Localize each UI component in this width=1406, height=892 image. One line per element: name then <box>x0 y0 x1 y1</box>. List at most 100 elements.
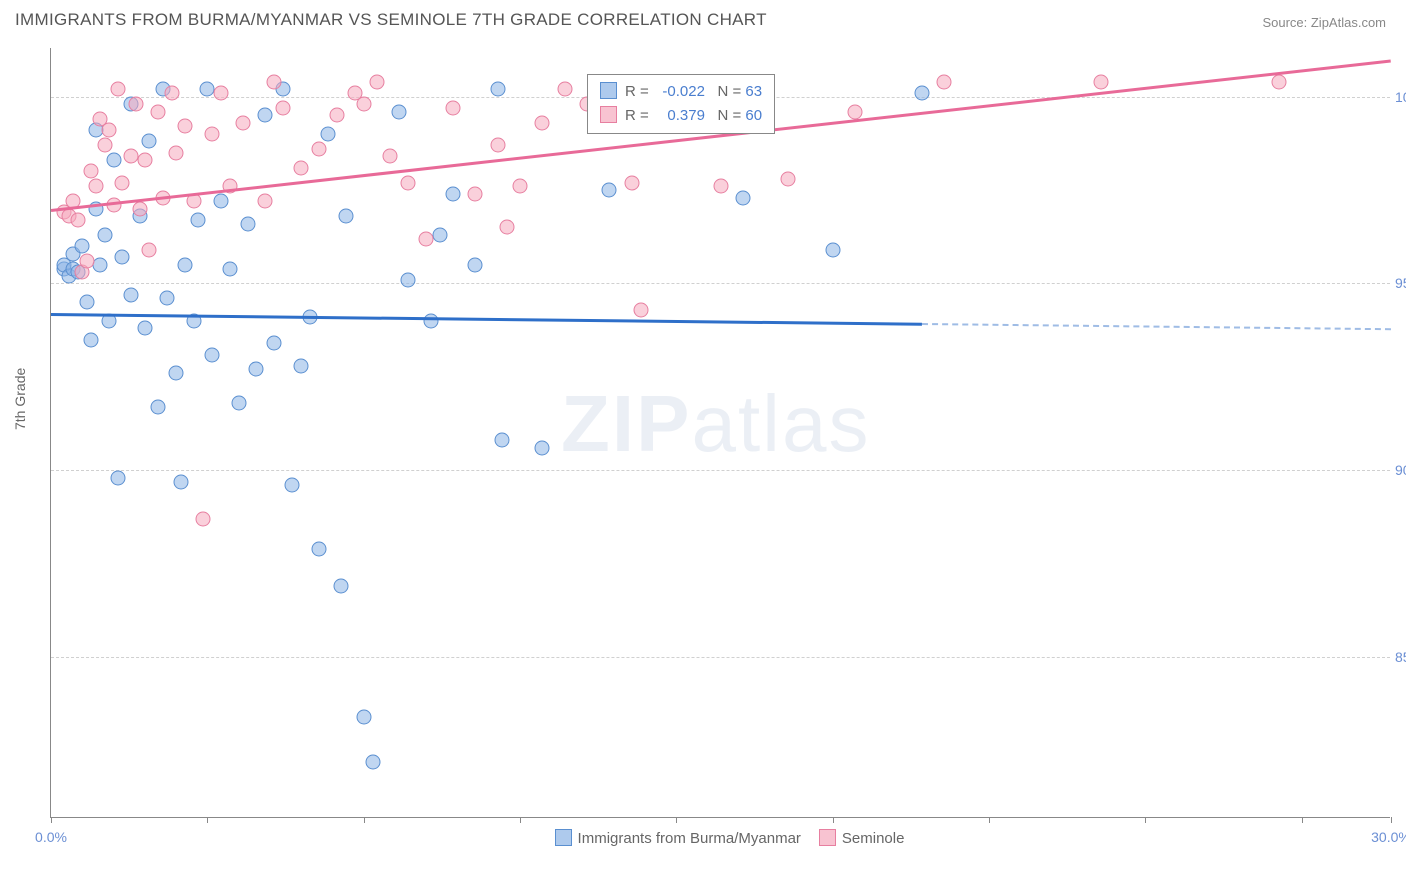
data-point <box>781 171 796 186</box>
data-point <box>169 366 184 381</box>
data-point <box>240 216 255 231</box>
x-tick <box>676 817 677 823</box>
r-value: -0.022 <box>653 80 705 104</box>
data-point <box>285 478 300 493</box>
data-point <box>356 97 371 112</box>
gridline <box>51 283 1390 284</box>
data-point <box>222 261 237 276</box>
data-point <box>356 710 371 725</box>
data-point <box>714 179 729 194</box>
y-tick-label: 90.0% <box>1395 462 1406 478</box>
data-point <box>142 134 157 149</box>
data-point <box>535 115 550 130</box>
data-point <box>432 227 447 242</box>
data-point <box>102 123 117 138</box>
x-tick <box>51 817 52 823</box>
data-point <box>84 164 99 179</box>
data-point <box>133 201 148 216</box>
y-axis-label: 7th Grade <box>12 368 28 430</box>
data-point <box>915 85 930 100</box>
data-point <box>370 74 385 89</box>
legend-swatch <box>819 829 836 846</box>
data-point <box>446 186 461 201</box>
data-point <box>557 82 572 97</box>
data-point <box>115 175 130 190</box>
legend-row: R = 0.379 N = 60 <box>600 104 762 128</box>
data-point <box>294 358 309 373</box>
data-point <box>173 474 188 489</box>
data-point <box>191 212 206 227</box>
gridline <box>51 470 1390 471</box>
data-point <box>937 74 952 89</box>
x-tick <box>364 817 365 823</box>
data-point <box>320 126 335 141</box>
data-point <box>106 153 121 168</box>
data-point <box>423 313 438 328</box>
data-point <box>137 153 152 168</box>
data-point <box>97 227 112 242</box>
watermark: ZIPatlas <box>561 378 870 470</box>
r-label: R = <box>625 83 649 100</box>
data-point <box>213 194 228 209</box>
data-point <box>294 160 309 175</box>
data-point <box>1272 74 1287 89</box>
data-point <box>401 272 416 287</box>
data-point <box>142 242 157 257</box>
data-point <box>151 104 166 119</box>
series-legend: Immigrants from Burma/MyanmarSeminole <box>51 829 1390 847</box>
data-point <box>468 186 483 201</box>
data-point <box>490 82 505 97</box>
n-value: 60 <box>745 107 762 124</box>
data-point <box>178 119 193 134</box>
data-point <box>164 85 179 100</box>
legend-row: R = -0.022 N = 63 <box>600 80 762 104</box>
data-point <box>499 220 514 235</box>
data-point <box>124 287 139 302</box>
data-point <box>70 212 85 227</box>
data-point <box>267 336 282 351</box>
data-point <box>338 209 353 224</box>
y-tick-label: 95.0% <box>1395 275 1406 291</box>
data-point <box>178 257 193 272</box>
data-point <box>495 433 510 448</box>
x-tick <box>833 817 834 823</box>
data-point <box>169 145 184 160</box>
r-label: R = <box>625 107 649 124</box>
data-point <box>195 511 210 526</box>
legend-swatch <box>600 82 617 99</box>
legend-swatch <box>555 829 572 846</box>
n-label: N = <box>717 107 741 124</box>
data-point <box>848 104 863 119</box>
data-point <box>401 175 416 190</box>
trend-line <box>51 313 922 325</box>
data-point <box>383 149 398 164</box>
data-point <box>115 250 130 265</box>
data-point <box>334 579 349 594</box>
data-point <box>137 321 152 336</box>
x-tick <box>1302 817 1303 823</box>
data-point <box>249 362 264 377</box>
data-point <box>624 175 639 190</box>
chart-title: IMMIGRANTS FROM BURMA/MYANMAR VS SEMINOL… <box>15 10 767 30</box>
data-point <box>79 254 94 269</box>
data-point <box>231 396 246 411</box>
data-point <box>88 179 103 194</box>
data-point <box>204 347 219 362</box>
data-point <box>204 126 219 141</box>
x-tick <box>989 817 990 823</box>
n-label: N = <box>717 83 741 100</box>
y-tick-label: 100.0% <box>1395 89 1406 105</box>
data-point <box>276 100 291 115</box>
data-point <box>79 295 94 310</box>
gridline <box>51 657 1390 658</box>
data-point <box>468 257 483 272</box>
data-point <box>490 138 505 153</box>
data-point <box>419 231 434 246</box>
data-point <box>312 541 327 556</box>
r-value: 0.379 <box>653 104 705 128</box>
data-point <box>329 108 344 123</box>
data-point <box>111 470 126 485</box>
data-point <box>535 440 550 455</box>
data-point <box>736 190 751 205</box>
x-tick <box>207 817 208 823</box>
